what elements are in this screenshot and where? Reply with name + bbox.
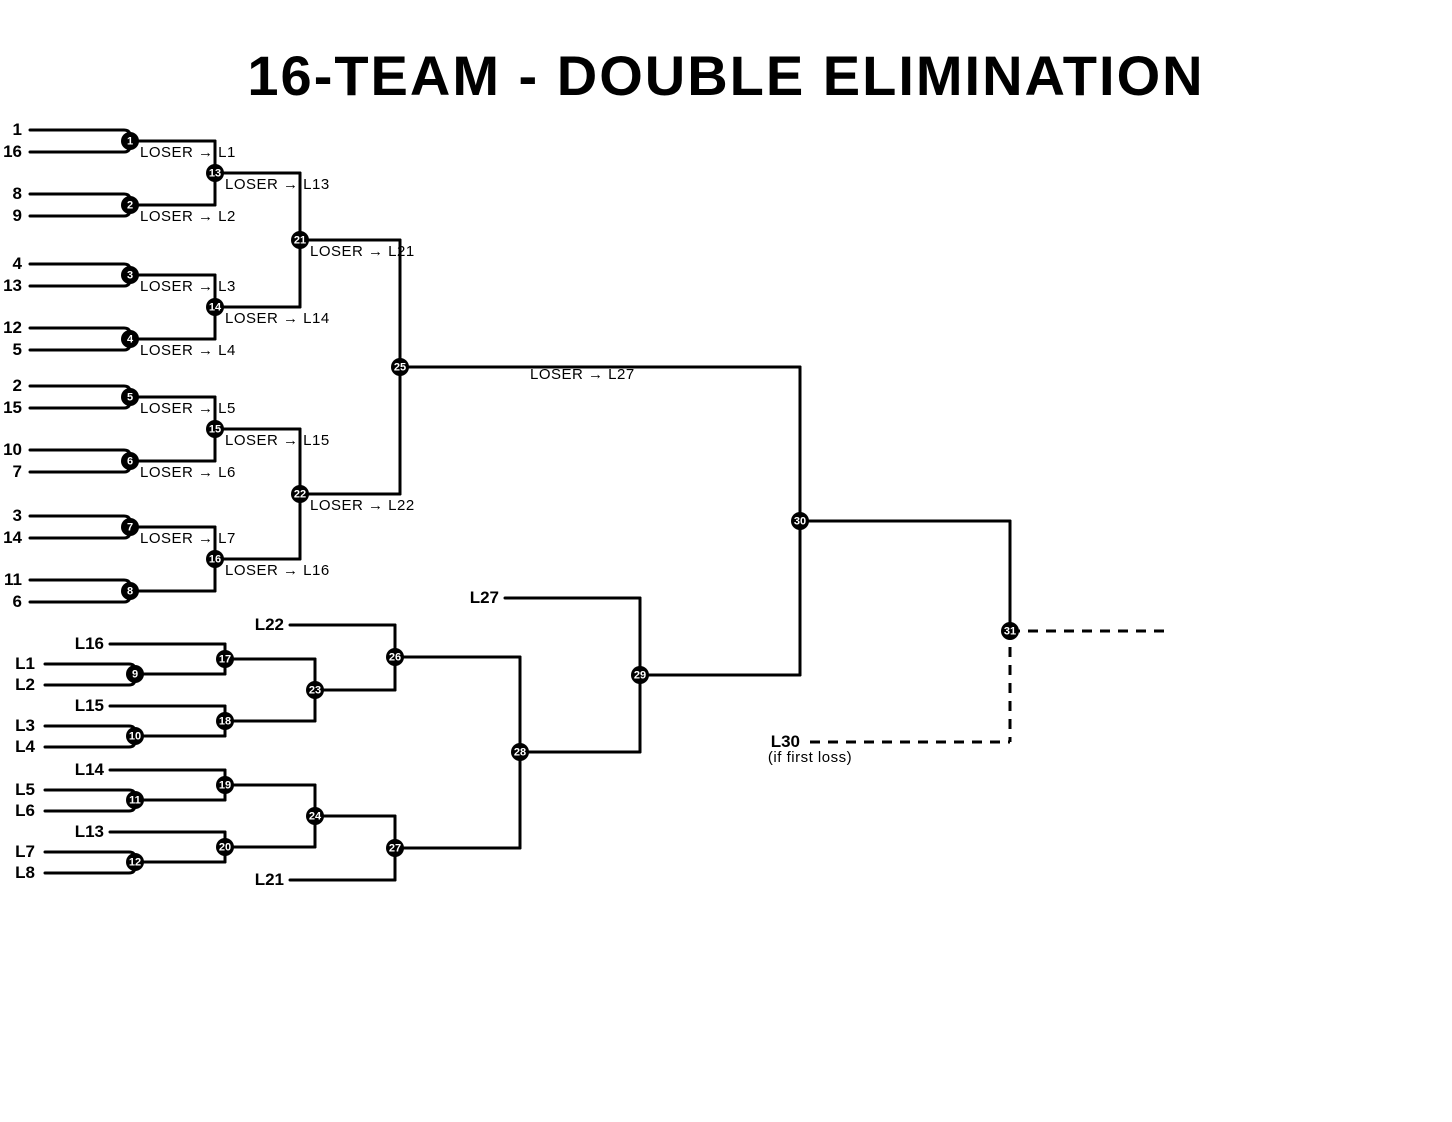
svg-text:LOSER → L5: LOSER → L5 [140, 400, 236, 417]
svg-text:L16: L16 [75, 634, 104, 653]
svg-text:2: 2 [13, 376, 22, 395]
svg-text:30: 30 [794, 516, 806, 528]
svg-text:LOSER → L14: LOSER → L14 [225, 310, 330, 327]
svg-text:LOSER → L6: LOSER → L6 [140, 464, 236, 481]
svg-text:10: 10 [3, 440, 22, 459]
svg-text:5: 5 [13, 340, 22, 359]
svg-text:20: 20 [219, 842, 231, 854]
svg-text:L27: L27 [470, 588, 499, 607]
svg-text:7: 7 [13, 462, 22, 481]
svg-text:L4: L4 [15, 737, 35, 756]
svg-text:L5: L5 [15, 780, 35, 799]
svg-text:LOSER → L22: LOSER → L22 [310, 497, 415, 514]
svg-text:11: 11 [4, 570, 22, 589]
svg-text:15: 15 [3, 398, 22, 417]
title: 16-TEAM - DOUBLE ELIMINATION [247, 44, 1204, 107]
svg-text:9: 9 [13, 206, 22, 225]
svg-text:15: 15 [209, 424, 221, 436]
svg-text:5: 5 [127, 392, 133, 404]
svg-text:LOSER → L27: LOSER → L27 [530, 366, 635, 383]
svg-text:25: 25 [394, 362, 406, 374]
svg-text:L7: L7 [15, 842, 35, 861]
svg-text:21: 21 [294, 235, 306, 247]
svg-text:14: 14 [209, 302, 222, 314]
svg-text:6: 6 [13, 592, 22, 611]
svg-text:9: 9 [132, 669, 138, 681]
svg-text:1: 1 [127, 136, 133, 148]
svg-text:LOSER → L7: LOSER → L7 [140, 530, 236, 547]
svg-text:12: 12 [3, 318, 22, 337]
svg-text:L8: L8 [15, 863, 35, 882]
svg-text:14: 14 [3, 528, 22, 547]
svg-text:(if first loss): (if first loss) [768, 749, 852, 766]
svg-text:L3: L3 [15, 716, 35, 735]
svg-text:LOSER → L15: LOSER → L15 [225, 432, 330, 449]
svg-text:28: 28 [514, 747, 526, 759]
svg-text:LOSER → L16: LOSER → L16 [225, 562, 330, 579]
svg-text:LOSER → L3: LOSER → L3 [140, 278, 236, 295]
svg-text:31: 31 [1004, 626, 1016, 638]
svg-text:10: 10 [129, 731, 141, 743]
svg-text:26: 26 [389, 652, 401, 664]
svg-text:18: 18 [219, 716, 231, 728]
svg-text:L21: L21 [255, 870, 284, 889]
svg-text:13: 13 [209, 168, 221, 180]
svg-text:L6: L6 [15, 801, 35, 820]
svg-text:29: 29 [634, 670, 646, 682]
svg-text:LOSER → L4: LOSER → L4 [140, 342, 236, 359]
svg-text:LOSER → L1: LOSER → L1 [140, 144, 236, 161]
svg-text:L13: L13 [75, 822, 104, 841]
svg-text:19: 19 [219, 780, 231, 792]
svg-text:L15: L15 [75, 696, 104, 715]
svg-text:3: 3 [13, 506, 22, 525]
svg-text:16: 16 [3, 142, 22, 161]
svg-text:8: 8 [13, 184, 22, 203]
svg-text:12: 12 [129, 857, 141, 869]
svg-text:LOSER → L13: LOSER → L13 [225, 176, 330, 193]
svg-text:3: 3 [127, 270, 133, 282]
svg-text:8: 8 [127, 586, 133, 598]
svg-text:1: 1 [13, 120, 22, 139]
svg-text:27: 27 [389, 843, 401, 855]
svg-text:L22: L22 [255, 615, 284, 634]
svg-text:16: 16 [209, 554, 221, 566]
svg-text:L1: L1 [15, 654, 35, 673]
svg-text:17: 17 [219, 654, 231, 666]
svg-text:4: 4 [13, 254, 23, 273]
bracket-diagram: 16-TEAM - DOUBLE ELIMINATION116894131252… [0, 0, 1452, 1122]
svg-text:L14: L14 [75, 760, 105, 779]
svg-text:6: 6 [127, 456, 133, 468]
svg-text:22: 22 [294, 489, 306, 501]
svg-text:23: 23 [309, 685, 321, 697]
svg-text:11: 11 [129, 795, 141, 807]
svg-text:13: 13 [3, 276, 22, 295]
svg-text:24: 24 [309, 811, 322, 823]
svg-text:7: 7 [127, 522, 133, 534]
svg-text:2: 2 [127, 200, 133, 212]
svg-text:LOSER → L2: LOSER → L2 [140, 208, 236, 225]
svg-text:L2: L2 [15, 675, 35, 694]
svg-text:4: 4 [127, 334, 134, 346]
